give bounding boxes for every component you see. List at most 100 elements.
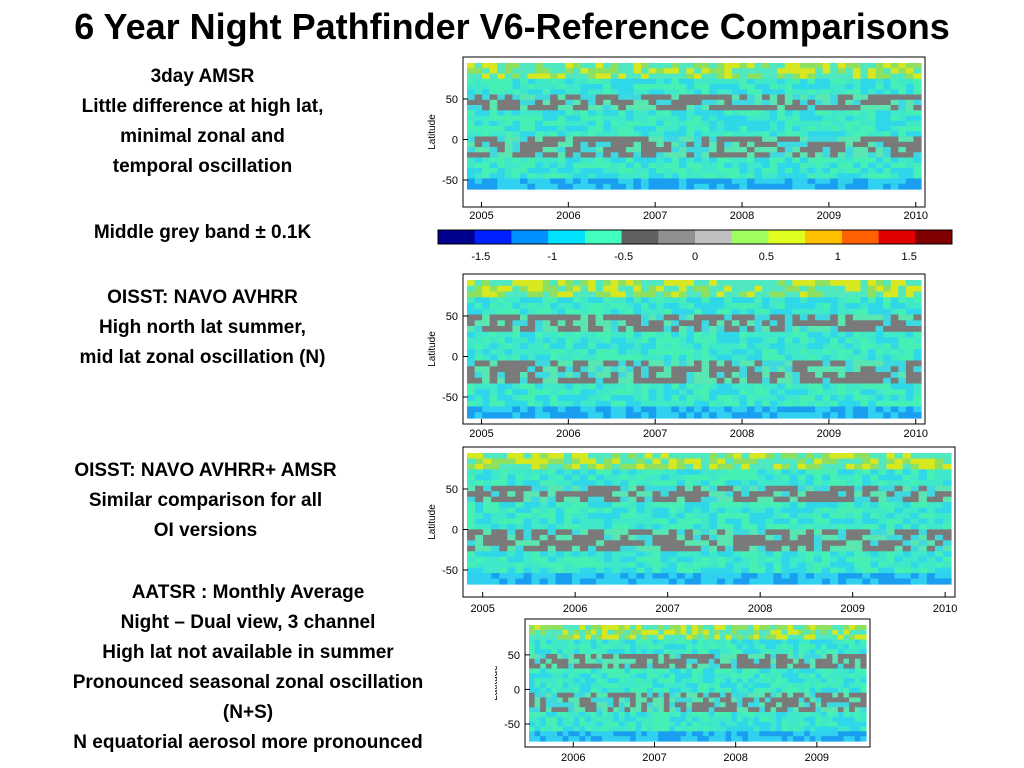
data-cell [648,183,657,190]
data-cell [913,389,922,396]
data-cell [678,126,688,132]
data-cell [596,668,603,674]
data-cell [572,349,582,356]
data-cell [886,491,896,498]
data-cell [527,115,536,122]
data-cell [883,162,892,169]
data-cell [482,162,491,169]
data-cell [749,502,758,509]
data-cell [694,173,703,180]
data-cell [724,105,733,111]
data-cell [527,412,536,419]
data-cell [545,629,552,636]
data-cell [799,337,809,344]
data-cell [868,115,877,122]
data-cell [499,545,508,552]
data-cell [716,84,725,90]
data-cell [475,556,484,563]
y-axis-label: Latitude [427,331,438,367]
data-cell [515,469,525,476]
data-cell [542,168,551,174]
data-cell [700,491,710,498]
data-cell [618,400,627,408]
data-cell [813,540,823,547]
data-cell [749,578,758,585]
data-cell [784,412,793,419]
data-cell [535,120,544,127]
data-cell [588,507,597,514]
data-cell [717,540,726,547]
data-cell [588,463,597,470]
data-cell [837,99,846,106]
data-cell [588,331,597,339]
data-cell [883,68,892,75]
data-cell [671,383,680,390]
data-cell [716,331,725,339]
data-cell [838,540,847,547]
data-cell [868,406,877,413]
data-cell [784,331,793,339]
data-cell [784,162,793,169]
data-cell [837,84,846,90]
data-cell [489,136,498,143]
data-cell [883,343,892,350]
data-cell [883,337,892,344]
data-cell [913,303,922,310]
data-cell [678,314,688,321]
data-cell [875,337,884,344]
data-cell [641,337,650,344]
data-cell [773,529,783,536]
data-cell [694,73,703,80]
data-cell [475,480,484,487]
data-cell [905,343,915,350]
data-cell [757,556,767,563]
data-cell [497,395,506,402]
data-cell [852,68,862,75]
data-cell [531,469,541,476]
data-cell [603,141,612,148]
data-cell [497,377,506,385]
data-cell [565,366,574,373]
data-cell [504,389,513,396]
data-cell [686,141,695,148]
data-cell [754,178,763,185]
data-cell [588,320,597,327]
data-cell [731,280,740,287]
data-cell [739,136,748,143]
data-cell [588,63,597,69]
data-cell [618,63,627,69]
data-cell [588,99,597,106]
data-cell [612,518,621,525]
data-cell [625,68,635,75]
data-cell [716,372,725,379]
data-cell [572,406,582,413]
data-cell [573,625,581,631]
data-cell [926,474,936,481]
data-cell [781,625,788,631]
data-cell [747,326,756,333]
data-cell [636,453,646,460]
data-cell [830,105,839,111]
data-cell [483,524,492,531]
data-cell [789,463,799,470]
data-cell [890,173,899,180]
data-cell [845,73,854,80]
data-cell [830,297,839,304]
data-cell [467,308,476,316]
data-cell [671,157,680,164]
data-cell [483,551,492,558]
data-cell [815,639,822,645]
data-cell [942,469,952,476]
data-cell [875,314,884,321]
data-cell [815,99,824,106]
data-cell [547,578,557,585]
data-cell [878,524,888,531]
data-cell [550,136,559,143]
data-cell [694,84,703,90]
data-cell [830,78,839,85]
data-cell [588,567,597,574]
data-cell [742,663,749,670]
data-cell [572,372,582,379]
data-cell [668,463,678,470]
data-cell [678,89,688,96]
